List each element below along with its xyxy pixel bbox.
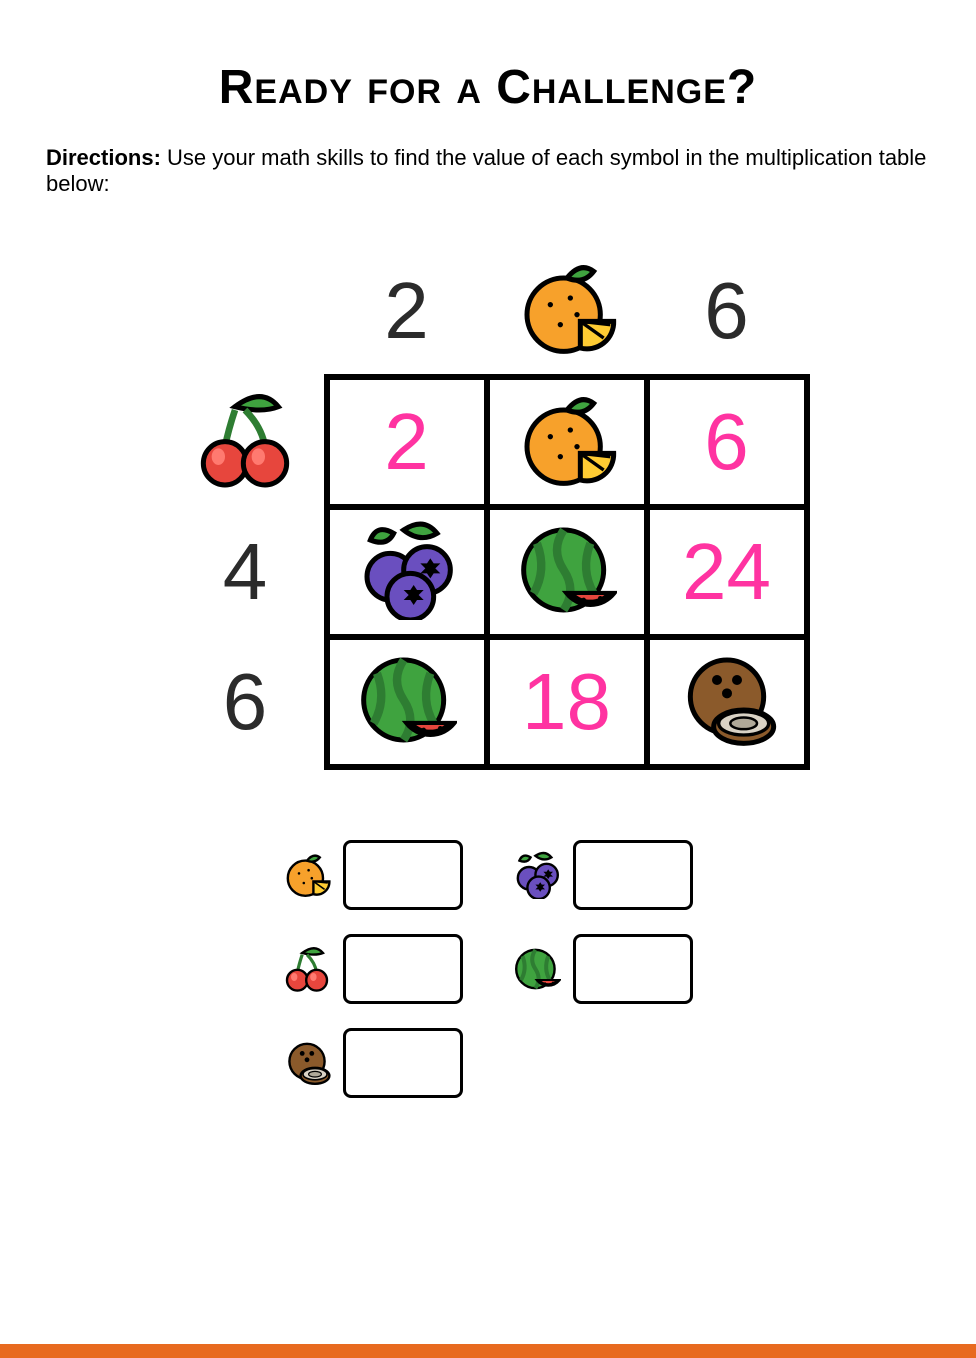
col-header-3: 6 (647, 247, 807, 377)
cherry-icon (283, 945, 331, 993)
cell-3-2: 18 (487, 637, 647, 767)
col-header-2 (487, 247, 647, 377)
cell-2-3-value: 24 (682, 527, 771, 616)
cell-1-3: 6 (647, 377, 807, 507)
orange-icon (517, 258, 617, 358)
coconut-icon (283, 1039, 331, 1087)
blueberry-icon (357, 520, 457, 620)
answer-pair-cherry (283, 934, 463, 1004)
row-header-2-value: 4 (223, 527, 268, 616)
answer-input-watermelon[interactable] (573, 934, 693, 1004)
row-header-2: 4 (167, 507, 327, 637)
cell-3-3 (647, 637, 807, 767)
row-header-3-value: 6 (223, 657, 268, 746)
cell-2-2 (487, 507, 647, 637)
orange-icon (517, 390, 617, 490)
answer-input-blueberry[interactable] (573, 840, 693, 910)
answer-empty-slot (513, 1028, 693, 1098)
row-header-3: 6 (167, 637, 327, 767)
cherry-icon (195, 390, 295, 490)
directions-text: Directions: Use your math skills to find… (46, 145, 930, 197)
coconut-icon (677, 650, 777, 750)
answer-pair-coconut (283, 1028, 463, 1098)
answer-section (46, 840, 930, 1098)
cell-2-1 (327, 507, 487, 637)
watermelon-icon (513, 945, 561, 993)
answer-input-cherry[interactable] (343, 934, 463, 1004)
answer-pair-orange (283, 840, 463, 910)
row-header-1 (167, 377, 327, 507)
directions-label: Directions: (46, 145, 161, 170)
col-header-1: 2 (327, 247, 487, 377)
watermelon-icon (517, 520, 617, 620)
worksheet-page: Ready for a Challenge? Directions: Use y… (0, 0, 976, 1098)
watermelon-icon (357, 650, 457, 750)
accent-bar (0, 1344, 976, 1358)
corner-empty (167, 247, 327, 377)
multiplication-table: 2 6 2 6 4 24 6 18 (167, 247, 810, 770)
orange-icon (283, 851, 331, 899)
col-header-3-value: 6 (704, 266, 749, 355)
cell-1-1: 2 (327, 377, 487, 507)
answer-input-coconut[interactable] (343, 1028, 463, 1098)
answer-pair-blueberry (513, 840, 693, 910)
cell-1-3-value: 6 (704, 397, 749, 486)
page-title: Ready for a Challenge? (46, 60, 930, 115)
multiplication-table-area: 2 6 2 6 4 24 6 18 (46, 247, 930, 770)
cell-2-3: 24 (647, 507, 807, 637)
cell-1-1-value: 2 (384, 397, 429, 486)
cell-3-1 (327, 637, 487, 767)
cell-1-2 (487, 377, 647, 507)
blueberry-icon (513, 851, 561, 899)
cell-3-2-value: 18 (522, 657, 611, 746)
directions-body: Use your math skills to find the value o… (46, 145, 926, 196)
answer-grid (283, 840, 693, 1098)
answer-pair-watermelon (513, 934, 693, 1004)
answer-input-orange[interactable] (343, 840, 463, 910)
col-header-1-value: 2 (384, 266, 429, 355)
